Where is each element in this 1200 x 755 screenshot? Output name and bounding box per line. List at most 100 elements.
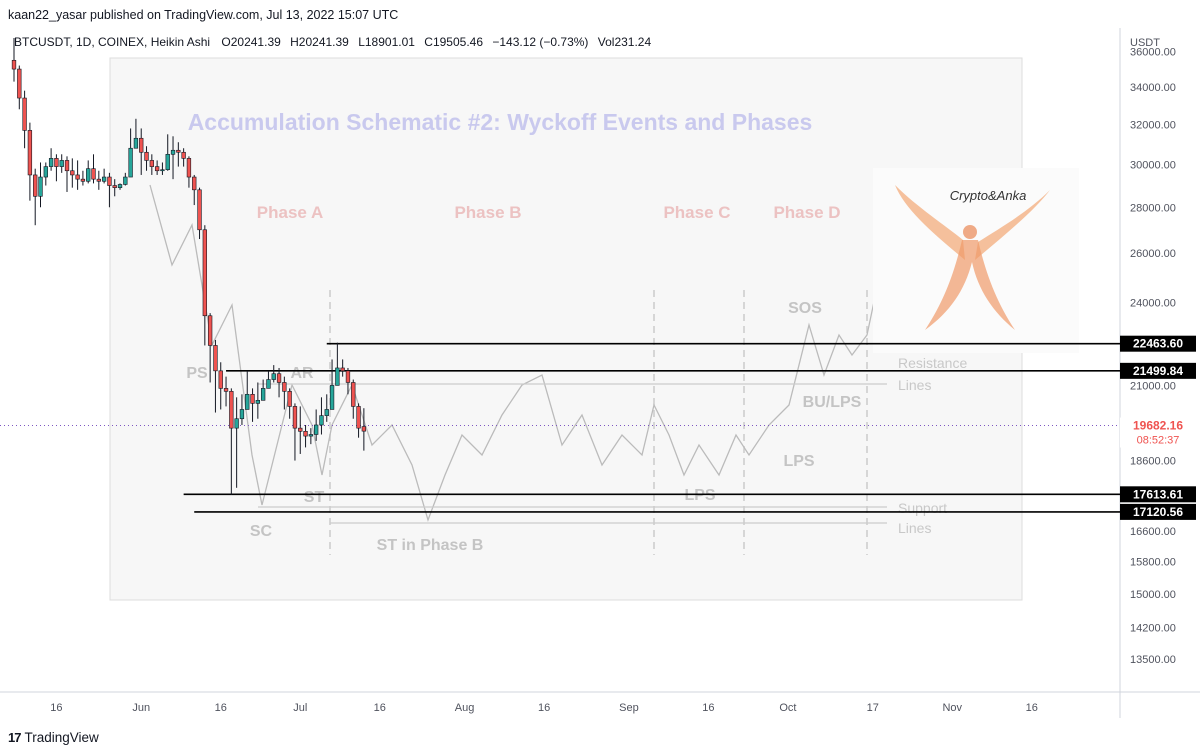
candle <box>160 162 165 175</box>
candle-body-up <box>101 176 107 182</box>
candle-body-down <box>345 370 351 383</box>
candle <box>27 122 33 201</box>
phase-label: Phase D <box>773 203 840 222</box>
candle-body-down <box>361 426 367 432</box>
candle-body-down <box>149 160 154 167</box>
price-axis: 22463.60 21499.84 17613.61 17120.56 19682.16… <box>1120 37 1196 666</box>
time-tick-label: 17 <box>867 702 879 714</box>
candle-body-down <box>80 178 86 182</box>
legend-high: H20241.39 <box>290 35 349 49</box>
candle-body-down <box>356 406 361 429</box>
candle <box>287 388 292 419</box>
candle-body-down <box>303 431 308 437</box>
candle <box>59 154 64 173</box>
candle <box>176 142 181 167</box>
candle <box>112 179 117 197</box>
candle-body-down <box>176 149 181 153</box>
price-label: 17120.56 <box>1133 505 1183 519</box>
candle-body-down <box>17 68 22 99</box>
candle-body-down <box>213 345 218 372</box>
footer: 17 TradingView <box>8 730 99 745</box>
horizontal-lines <box>0 342 1120 513</box>
candle <box>324 394 329 422</box>
candle <box>266 370 271 389</box>
candle-body-up <box>128 147 133 178</box>
candle-body-down <box>112 185 117 188</box>
candle-body-up <box>48 158 54 167</box>
price-label-box <box>1120 335 1196 352</box>
candle <box>17 65 22 110</box>
candle-body-down <box>340 367 345 372</box>
candle-body-up <box>160 169 165 172</box>
candles <box>11 38 367 495</box>
candle <box>186 156 192 188</box>
candle-body-up <box>308 434 314 437</box>
time-tick-label: 16 <box>702 702 714 714</box>
candle-body-down <box>11 59 17 70</box>
candle <box>292 403 298 461</box>
price-tick-label: 15800.00 <box>1130 557 1176 569</box>
candle-body-down <box>139 137 144 153</box>
countdown-label: 08:52:37 <box>1137 435 1180 447</box>
candle-body-down <box>75 174 80 180</box>
event-label: ST <box>304 489 325 506</box>
candle <box>298 406 303 454</box>
candle <box>70 158 75 188</box>
time-tick-label: Jul <box>293 702 307 714</box>
candle <box>329 359 335 410</box>
line-note: Resistance <box>898 355 967 371</box>
candle <box>144 146 149 171</box>
time-tick-label: Jun <box>132 702 150 714</box>
candle <box>33 168 38 226</box>
candle-body-down <box>186 158 192 178</box>
candle-body-down <box>250 394 255 404</box>
candle <box>303 424 308 448</box>
wyckoff-overlay: Accumulation Schematic #2: Wyckoff Event… <box>109 57 1079 601</box>
candle-body-up <box>165 153 170 171</box>
price-tick-label: 13500.00 <box>1130 654 1176 666</box>
phoenix-wing-right <box>975 190 1050 260</box>
legend-volume: Vol231.24 <box>598 35 652 49</box>
candle <box>202 225 207 346</box>
candle <box>149 154 154 175</box>
schematic-title: Accumulation Schematic #2: Wyckoff Event… <box>188 109 813 135</box>
candle <box>223 376 229 407</box>
candle-body-down <box>223 388 229 392</box>
price-tick-label: 36000.00 <box>1130 47 1176 59</box>
price-label: 22463.60 <box>1133 337 1183 351</box>
legend-line: BTCUSDT, 1D, COINEX, Heikin Ashi O20241.… <box>14 35 651 49</box>
candle <box>80 170 86 186</box>
candle-body-down <box>292 406 298 429</box>
candle-body-up <box>59 160 64 167</box>
event-label: SC <box>250 523 273 540</box>
candle-body-down <box>192 176 197 191</box>
price-label-box <box>1120 486 1196 503</box>
candle <box>356 403 361 438</box>
candle-body-down <box>154 166 160 172</box>
phoenix-head <box>963 225 977 239</box>
candle-body-down <box>181 151 186 159</box>
candle-body-up <box>170 149 176 155</box>
candle <box>64 156 70 192</box>
candle <box>218 362 223 410</box>
candle <box>11 38 17 82</box>
phase-label: Phase B <box>454 203 521 222</box>
candle <box>239 394 245 425</box>
candle <box>340 359 345 377</box>
event-label: ST in Phase B <box>377 537 484 554</box>
candle <box>213 339 218 413</box>
candle-body-down <box>54 158 59 167</box>
line-note: Support <box>898 500 947 516</box>
candle <box>181 148 186 167</box>
candle-body-down <box>64 160 70 172</box>
candle <box>128 128 133 178</box>
candle-body-up <box>38 176 43 197</box>
candle-body-up <box>266 379 271 389</box>
candle-body-up <box>245 394 250 410</box>
candle <box>43 162 48 186</box>
price-tick-label: 30000.00 <box>1130 160 1176 172</box>
legend-close: C19505.46 <box>424 35 483 49</box>
candle <box>260 379 266 401</box>
phoenix-icon <box>895 185 1050 330</box>
